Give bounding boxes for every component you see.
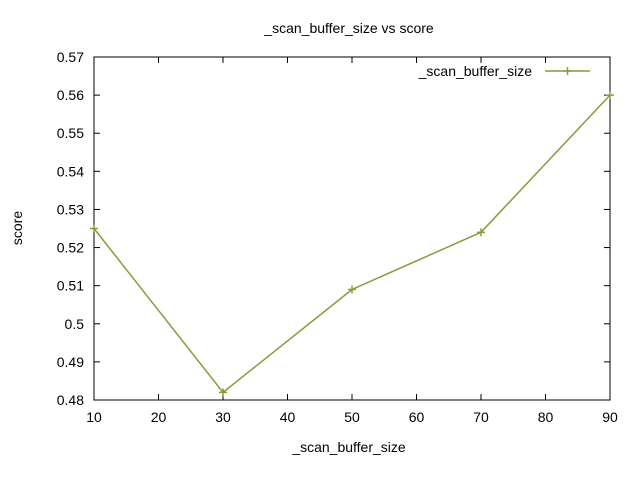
x-tick-label: 90 [602,409,618,425]
x-tick-label: 50 [344,409,360,425]
chart-title: _scan_buffer_size vs score [263,20,434,36]
legend: _scan_buffer_size [418,63,590,79]
x-tick-label: 70 [473,409,489,425]
y-tick-label: 0.56 [57,87,84,103]
x-tick-label: 30 [215,409,231,425]
data-point [606,91,614,100]
x-tick-label: 20 [151,409,167,425]
series-layer [90,91,614,397]
x-axis: 10 20 30 40 50 60 70 80 90 [86,57,618,425]
y-tick-label: 0.48 [57,392,84,408]
y-axis-label: score [9,211,25,245]
data-point [219,388,227,397]
y-tick-label: 0.53 [57,201,84,217]
y-tick-label: 0.52 [57,240,84,256]
legend-marker [563,67,572,75]
data-point [348,285,356,294]
x-tick-label: 10 [86,409,102,425]
y-tick-label: 0.54 [57,163,84,179]
data-point [477,228,485,237]
legend-plus-marker [563,67,572,75]
x-axis-label: _scan_buffer_size [291,439,406,455]
data-point [90,224,98,233]
x-tick-label: 80 [538,409,554,425]
y-tick-label: 0.5 [65,316,85,332]
y-tick-label: 0.57 [57,49,84,65]
series-line [93,94,611,394]
y-tick-label: 0.49 [57,354,84,370]
plot-frame [93,56,611,401]
y-axis: 0.48 0.49 0.5 0.51 0.52 0.53 0.54 0.55 0.56 0.57 [57,49,610,408]
y-tick-label: 0.55 [57,125,84,141]
x-tick-label: 60 [409,409,425,425]
x-tick-label: 40 [280,409,296,425]
legend-label: _scan_buffer_size [418,63,533,79]
y-tick-label: 0.51 [57,278,84,294]
